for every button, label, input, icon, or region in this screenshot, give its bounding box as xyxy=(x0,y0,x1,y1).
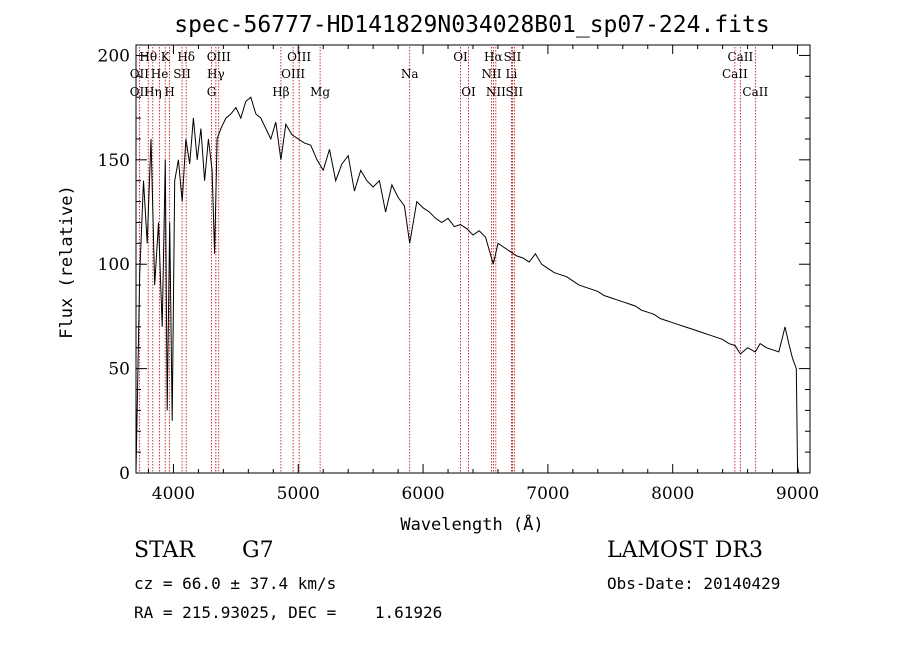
line-marker-label: H xyxy=(164,85,174,99)
line-marker-label: G xyxy=(207,85,217,99)
line-marker-label: SII xyxy=(505,85,523,99)
line-marker-label: Hδ xyxy=(177,50,195,64)
x-tick-label: 9000 xyxy=(776,484,819,504)
coordinates-readout: RA = 215.93025, DEC = 1.61926 xyxy=(134,603,443,622)
line-marker-label: OIII xyxy=(207,50,231,64)
line-marker-group xyxy=(138,47,756,473)
line-marker-label: SII xyxy=(173,67,191,81)
x-tick-label: 7000 xyxy=(526,484,569,504)
line-marker-label: CaII xyxy=(742,85,768,99)
line-marker-label: SII xyxy=(504,50,522,64)
object-class: STAR xyxy=(134,538,195,563)
line-marker-label: Hγ xyxy=(207,67,225,81)
x-tick-label: 8000 xyxy=(651,484,694,504)
obs-date: Obs-Date: 20140429 xyxy=(607,574,781,593)
flux-series-line xyxy=(135,96,800,474)
y-tick-label: 200 xyxy=(98,46,130,66)
line-marker-label: OII xyxy=(130,85,150,99)
line-marker-label: OIII xyxy=(287,50,311,64)
line-marker-label: Hα xyxy=(484,50,503,64)
y-tick-label: 150 xyxy=(98,151,130,171)
line-marker-label: Hβ xyxy=(272,85,289,99)
x-axis: 4000 5000 6000 7000 8000 9000 xyxy=(147,45,819,504)
survey-name: LAMOST DR3 xyxy=(607,538,763,563)
line-marker-label: NII xyxy=(481,67,501,81)
x-tick-label: 6000 xyxy=(401,484,444,504)
y-tick-label: 50 xyxy=(108,360,130,380)
line-marker-label: OI xyxy=(453,50,468,64)
line-marker-label: OIII xyxy=(281,67,305,81)
chart-title: spec-56777-HD141829N034028B01_sp07-224.f… xyxy=(174,12,769,38)
y-tick-label: 0 xyxy=(119,464,130,484)
line-marker-label: K xyxy=(161,50,171,64)
line-marker-label: OII xyxy=(130,67,150,81)
x-tick-label: 5000 xyxy=(277,484,320,504)
y-axis: 0 50 100 150 200 xyxy=(98,46,810,484)
line-marker-label: NII xyxy=(486,85,506,99)
line-marker-label: CaII xyxy=(722,67,748,81)
redshift-readout: cz = 66.0 ± 37.4 km/s xyxy=(134,574,337,593)
line-marker-label: Hθ xyxy=(139,50,157,64)
y-tick-label: 100 xyxy=(98,255,130,275)
x-tick-label: 4000 xyxy=(152,484,195,504)
line-marker-label: Na xyxy=(401,67,419,81)
line-marker-label: Li xyxy=(506,67,518,81)
object-subclass: G7 xyxy=(242,538,274,563)
line-marker-label: Hη xyxy=(144,85,162,99)
x-axis-label: Wavelength (Å) xyxy=(400,513,543,535)
line-marker-label: Mg xyxy=(310,85,330,99)
y-axis-label: Flux (relative) xyxy=(57,185,77,339)
line-marker-label: OI xyxy=(461,85,476,99)
line-marker-label: He xyxy=(151,67,169,81)
line-marker-label: CaII xyxy=(727,50,753,64)
